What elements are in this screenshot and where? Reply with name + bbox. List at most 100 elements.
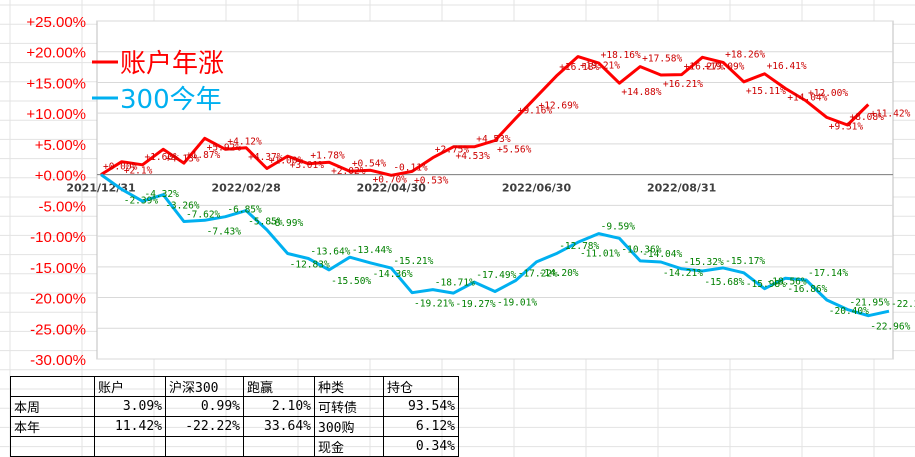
data-label: +4.13%: [165, 153, 200, 164]
x-tick-label: 2021/12/31: [66, 182, 135, 195]
data-label: -15.21%: [393, 256, 433, 267]
table-cell: 33.64%: [243, 416, 315, 437]
table-header-cell: 跑赢: [243, 376, 315, 397]
data-label: +17.58%: [642, 54, 682, 65]
data-label: +11.42%: [870, 108, 910, 119]
data-label: -14.20%: [538, 268, 578, 279]
table-cell: 0.34%: [383, 436, 459, 457]
data-label: -15.68%: [704, 277, 744, 288]
table-cell: [243, 436, 315, 457]
table-cell: 6.12%: [383, 416, 459, 437]
x-tick-label: 2022/04/30: [357, 182, 427, 195]
table-cell: 本周: [10, 396, 95, 417]
data-label: -22.22%: [891, 299, 915, 310]
table-row: 现金 0.34%: [10, 436, 459, 457]
data-label: -8.99%: [269, 218, 304, 229]
data-label: +4.53%: [456, 151, 491, 162]
data-label: -6.85%: [227, 205, 262, 216]
data-label: +1.60%: [144, 152, 179, 163]
data-label: -15.98%: [746, 279, 786, 290]
table-cell: 11.42%: [94, 416, 166, 437]
x-tick-label: 2022/02/28: [212, 182, 281, 195]
series-line: [100, 173, 890, 318]
data-label: +2.1%: [124, 166, 153, 177]
data-label: +0.00%: [103, 162, 138, 173]
y-tick-label: +15.00%: [26, 75, 86, 92]
table-header-cell: 持仓: [383, 376, 459, 397]
table-row: 本年 11.42% -22.22% 33.64% 300购 6.12%: [10, 416, 459, 437]
y-tick-label: +5.00%: [35, 137, 86, 154]
table-header-cell: 账户: [94, 376, 166, 397]
data-label: +16.41%: [767, 61, 807, 72]
table-row: 本周 3.09% 0.99% 2.10% 可转债 93.54%: [10, 396, 459, 417]
y-tick-label: -25.00%: [30, 321, 86, 338]
data-label: +8.08%: [850, 112, 885, 123]
data-label: -0.11%: [393, 162, 428, 173]
data-label: -15.17%: [725, 256, 765, 267]
data-label: -9.59%: [601, 222, 636, 233]
data-label: -16.86%: [787, 284, 827, 295]
x-tick-label: 2022/08/31: [647, 182, 716, 195]
data-label: -7.43%: [207, 226, 242, 237]
y-tick-label: -20.00%: [30, 291, 86, 308]
table-cell: [10, 436, 95, 457]
data-label: -11.01%: [580, 248, 620, 259]
data-label: +4.37%: [248, 152, 283, 163]
data-label: -12.78%: [559, 241, 599, 252]
legend-label: 账户年涨: [120, 49, 224, 79]
data-label: +4.53%: [476, 134, 511, 145]
table-cell: 300购: [314, 416, 384, 437]
data-label: +16.21%: [663, 79, 703, 90]
data-label: +18.16%: [601, 50, 641, 61]
table-cell: [165, 436, 244, 457]
data-label: +0.54%: [352, 158, 387, 169]
data-label: -3.26%: [165, 201, 200, 212]
plot-area: [96, 20, 894, 360]
table-cell: 0.99%: [165, 396, 244, 417]
data-label: -5.85%: [248, 217, 283, 228]
data-label: -4.32%: [144, 189, 179, 200]
data-label: +2.75%: [435, 145, 470, 156]
table-cell: 现金: [314, 436, 384, 457]
data-label: -18.71%: [435, 278, 475, 289]
table-cell: -22.22%: [165, 416, 244, 437]
data-label: -12.83%: [290, 259, 330, 270]
x-tick-label: 2022/06/30: [502, 182, 572, 195]
data-label: -19.21%: [414, 299, 454, 310]
data-label: -17.49%: [476, 270, 516, 281]
table-header-cell: 沪深300: [165, 376, 244, 397]
data-label: +1.00%: [269, 155, 304, 166]
table-header-row: 账户 沪深300 跑赢 种类 持仓: [10, 376, 459, 397]
data-label: +16.18%: [559, 62, 599, 73]
data-label: +14.04%: [787, 92, 827, 103]
table-header-cell: 种类: [314, 376, 384, 397]
data-label: -17.14%: [808, 268, 848, 279]
data-label: -7.62%: [186, 209, 221, 220]
data-label: +1.78%: [310, 151, 345, 162]
table-header-cell: [10, 376, 95, 397]
legend-label: 300今年: [120, 85, 222, 115]
data-label: +19.21%: [580, 61, 620, 72]
data-label: -17.22%: [518, 268, 558, 279]
data-label: -2.39%: [124, 195, 159, 206]
data-label: -14.36%: [373, 269, 413, 280]
data-label: -13.64%: [310, 246, 350, 257]
table-cell: [94, 436, 166, 457]
data-label: +18.26%: [725, 49, 765, 60]
data-label: -13.44%: [352, 245, 392, 256]
table-cell: 93.54%: [383, 396, 459, 417]
data-label: -15.32%: [684, 257, 724, 268]
data-label: +14.88%: [621, 87, 661, 98]
table-cell: 2.10%: [243, 396, 315, 417]
table-cell: 3.09%: [94, 396, 166, 417]
data-label: -15.50%: [331, 276, 371, 287]
y-tick-label: -30.00%: [30, 352, 86, 369]
data-label: +4.12%: [227, 136, 262, 147]
data-label: -14.21%: [663, 268, 703, 279]
data-label: +16.27%: [684, 62, 724, 73]
data-label: -20.40%: [829, 306, 869, 317]
data-label: +5.56%: [497, 144, 532, 155]
data-label: -19.01%: [497, 297, 537, 308]
y-tick-label: -5.00%: [38, 198, 86, 215]
